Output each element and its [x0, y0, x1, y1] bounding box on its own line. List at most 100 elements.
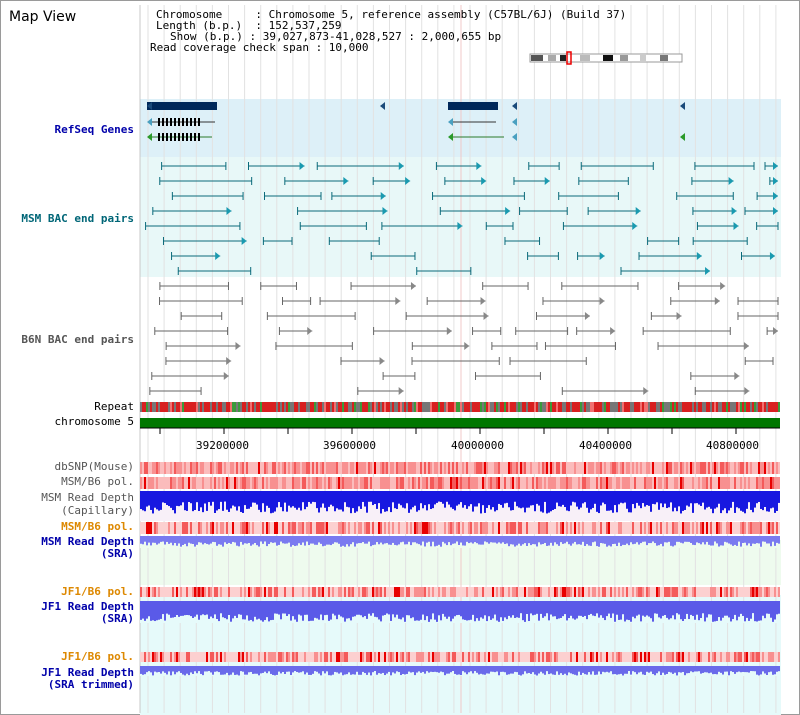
depth-bar: [232, 601, 234, 619]
polymorphism-cell: [718, 652, 720, 662]
depth-bar: [284, 491, 286, 503]
polymorphism-cell: [320, 462, 322, 474]
repeat-element: [590, 402, 592, 412]
depth-bar: [410, 536, 412, 546]
depth-bar: [196, 491, 198, 503]
depth-bar: [544, 601, 546, 617]
polymorphism-cell: [244, 462, 246, 474]
depth-bar: [592, 601, 594, 616]
repeat-element: [554, 402, 556, 412]
polymorphism-cell: [386, 587, 388, 597]
track-label-msm-bac[interactable]: MSM BAC end pairs: [21, 212, 134, 225]
polymorphism-cell: [570, 462, 572, 474]
depth-bar: [380, 536, 382, 543]
polymorphism-cell: [420, 522, 422, 534]
polymorphism-cell: [254, 652, 256, 662]
track-label-msm-depth-sra-sub: (SRA): [100, 547, 134, 560]
depth-bar: [224, 601, 226, 619]
polymorphism-cell: [574, 522, 576, 534]
polymorphism-cell: [622, 477, 624, 489]
polymorphism-cell: [750, 522, 752, 534]
depth-bar: [252, 491, 254, 503]
polymorphism-cell: [774, 477, 776, 489]
polymorphism-cell: [490, 652, 492, 662]
polymorphism-cell: [370, 477, 372, 489]
depth-bar: [488, 666, 490, 674]
polymorphism-cell: [256, 522, 258, 534]
polymorphism-cell: [696, 477, 698, 489]
depth-bar: [412, 601, 414, 618]
polymorphism-cell: [162, 522, 164, 534]
depth-bar: [142, 491, 144, 511]
polymorphism-cell: [582, 522, 584, 534]
repeat-element: [362, 402, 364, 412]
polymorphism-cell: [622, 587, 624, 597]
depth-bar: [352, 666, 354, 675]
repeat-element: [754, 402, 756, 412]
depth-bar: [592, 536, 594, 543]
polymorphism-cell: [296, 587, 298, 597]
polymorphism-cell: [254, 462, 256, 474]
repeat-element: [732, 402, 734, 412]
polymorphism-cell: [764, 652, 766, 662]
depth-bar: [262, 601, 264, 622]
polymorphism-cell: [574, 652, 576, 662]
polymorphism-cell: [354, 652, 356, 662]
depth-bar: [736, 536, 738, 546]
depth-bar: [460, 666, 462, 676]
depth-bar: [688, 536, 690, 542]
polymorphism-cell: [304, 462, 306, 474]
polymorphism-cell: [546, 587, 548, 597]
depth-bar: [588, 491, 590, 513]
repeat-element: [728, 402, 730, 412]
repeat-element: [710, 402, 712, 412]
depth-bar: [334, 601, 336, 616]
polymorphism-cell: [264, 477, 266, 489]
depth-bar: [376, 666, 378, 675]
polymorphism-cell: [396, 462, 398, 474]
repeat-element: [448, 402, 450, 412]
polymorphism-cell: [242, 587, 244, 597]
bac-arrow: [731, 207, 737, 215]
polymorphism-cell: [374, 587, 376, 597]
depth-bar: [216, 601, 218, 619]
depth-bar: [750, 666, 752, 672]
polymorphism-cell: [180, 587, 182, 597]
depth-bar: [672, 491, 674, 512]
depth-bar: [480, 601, 482, 618]
polymorphism-cell: [326, 477, 328, 489]
polymorphism-cell: [202, 477, 204, 489]
depth-bar: [464, 666, 466, 673]
depth-bar: [442, 491, 444, 504]
depth-bar: [496, 601, 498, 621]
depth-bar: [540, 491, 542, 512]
polymorphism-cell: [380, 587, 382, 597]
track-label-b6n-bac[interactable]: B6N BAC end pairs: [21, 333, 134, 346]
depth-bar: [202, 666, 204, 676]
depth-bar: [616, 536, 618, 547]
polymorphism-cell: [510, 587, 512, 597]
polymorphism-cell: [166, 652, 168, 662]
repeat-element: [288, 402, 290, 412]
track-label-refseq[interactable]: RefSeq Genes: [54, 123, 134, 136]
polymorphism-cell: [624, 462, 626, 474]
polymorphism-cell: [630, 652, 632, 662]
depth-bar: [262, 491, 264, 504]
depth-bar: [684, 666, 686, 676]
polymorphism-cell: [274, 522, 276, 534]
depth-bar: [510, 666, 512, 674]
polymorphism-cell: [638, 652, 640, 662]
polymorphism-cell: [312, 587, 314, 597]
polymorphism-cell: [310, 652, 312, 662]
polymorphism-cell: [438, 477, 440, 489]
polymorphism-cell: [512, 522, 514, 534]
depth-bar: [302, 601, 304, 621]
depth-bar: [178, 666, 180, 672]
polymorphism-cell: [404, 652, 406, 662]
polymorphism-cell: [628, 652, 630, 662]
polymorphism-cell: [488, 652, 490, 662]
polymorphism-cell: [560, 477, 562, 489]
polymorphism-cell: [338, 522, 340, 534]
depth-bar: [508, 491, 510, 508]
